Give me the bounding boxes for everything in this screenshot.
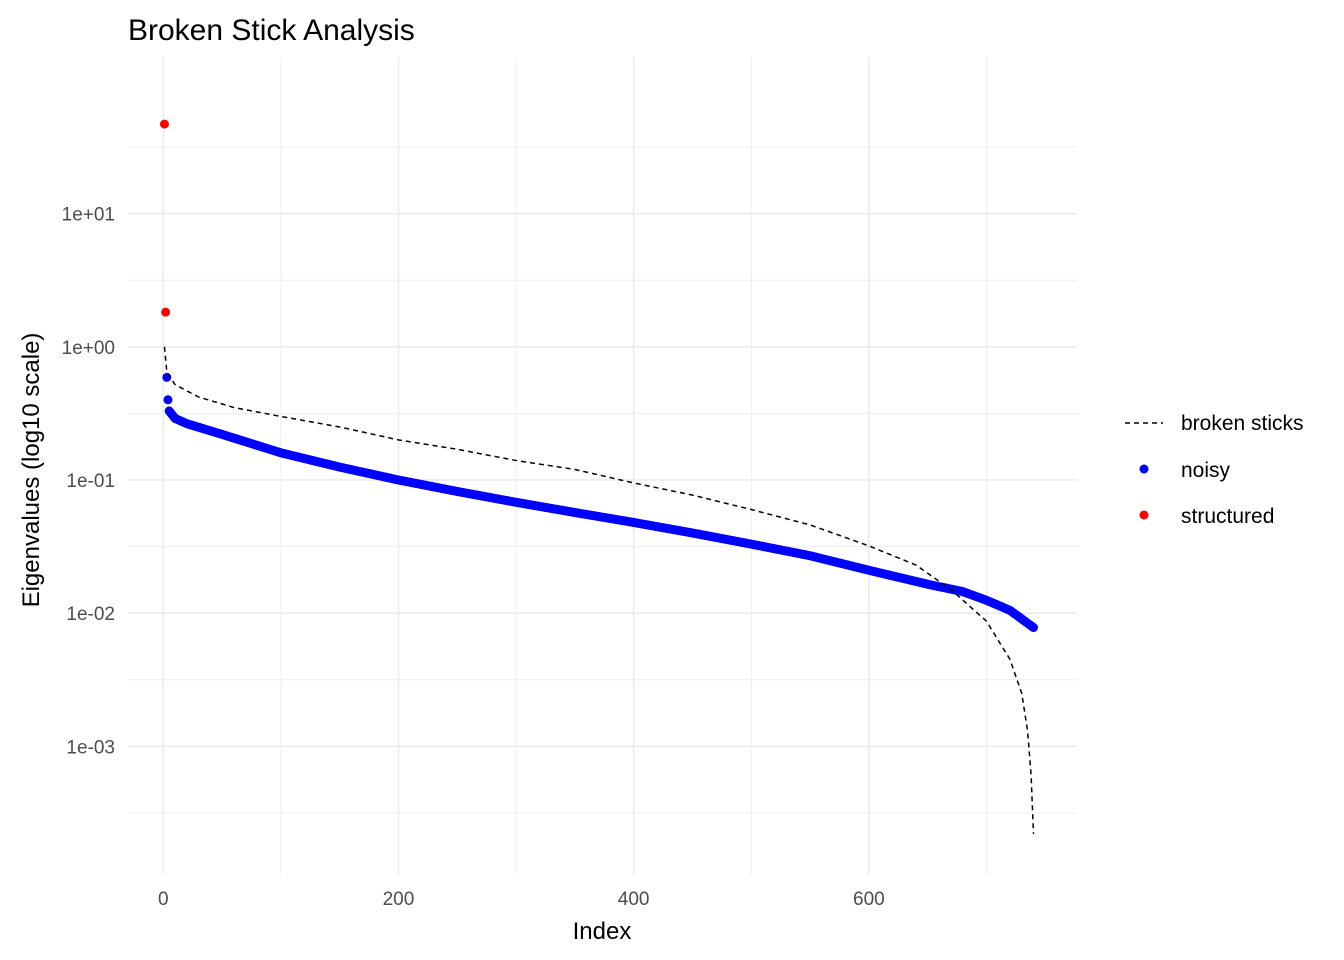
x-tick-label: 200 <box>383 889 415 910</box>
noisy-point <box>163 395 173 405</box>
structured-point <box>161 307 171 317</box>
legend-label-noisy: noisy <box>1181 459 1231 482</box>
noisy-point <box>1028 623 1038 633</box>
legend-key-structured <box>1139 510 1149 520</box>
x-tick-label: 600 <box>853 889 885 910</box>
series-layer <box>159 119 1038 834</box>
y-tick-label: 1e-03 <box>66 737 115 758</box>
y-tick-label: 1e+01 <box>62 205 115 226</box>
x-tick-label: 0 <box>158 889 169 910</box>
legend-label-broken-sticks: broken sticks <box>1181 412 1304 435</box>
y-tick-label: 1e-02 <box>66 604 115 625</box>
chart-title: Broken Stick Analysis <box>128 14 415 47</box>
y-axis-title: Eigenvalues (log10 scale) <box>18 333 45 608</box>
series-broken-sticks-line <box>163 346 1035 834</box>
y-tick-label: 1e+00 <box>62 338 115 359</box>
structured-point <box>159 119 169 129</box>
legend: broken sticks noisy structured <box>1125 412 1304 528</box>
legend-key-noisy <box>1139 464 1149 474</box>
x-axis-title: Index <box>573 918 632 945</box>
y-tick-label: 1e-01 <box>66 471 115 492</box>
grid-major <box>128 57 1077 874</box>
grid-minor <box>128 57 1077 874</box>
axis-labels: 0 200 400 600 1e-03 1e-02 1e-01 1e+00 1e+01 <box>62 205 885 910</box>
x-tick-label: 400 <box>618 889 650 910</box>
legend-label-structured: structured <box>1181 505 1274 528</box>
